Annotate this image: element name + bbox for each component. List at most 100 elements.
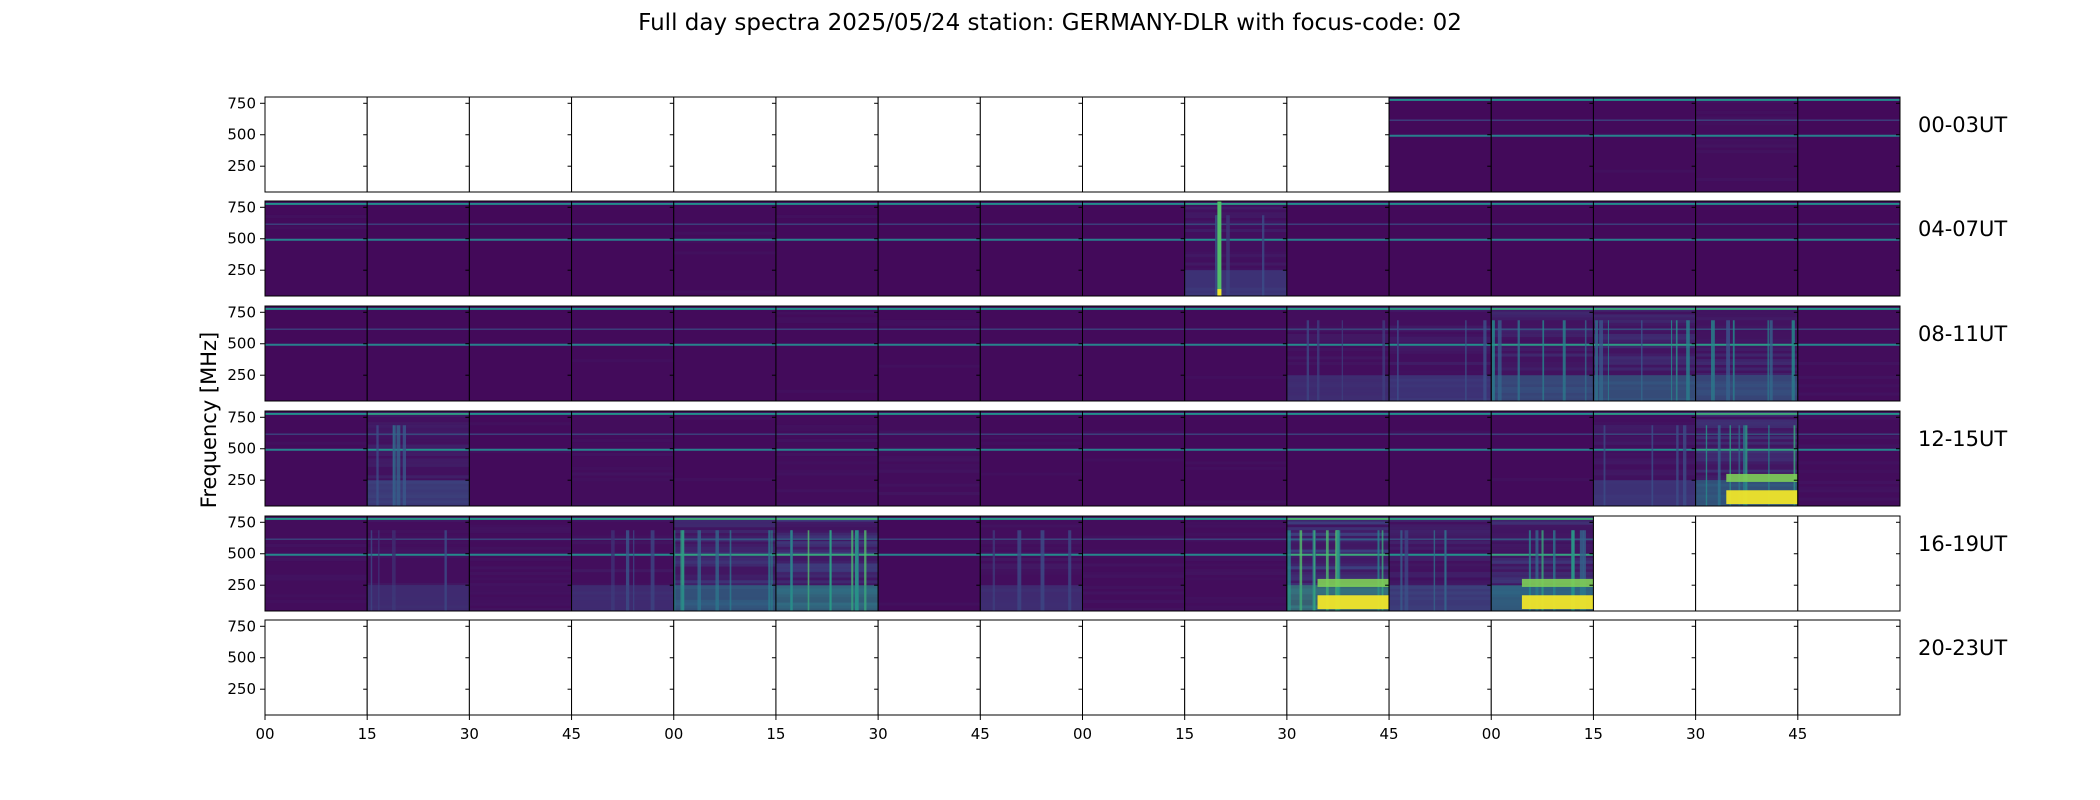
spectrum-band: [878, 464, 981, 468]
emission-line: [1286, 307, 1390, 310]
emission-line: [878, 328, 981, 330]
empty-panel: [571, 97, 674, 192]
spectrum-band: [1797, 436, 1900, 440]
spectrum-band: [367, 529, 470, 534]
spectrum-background: [265, 306, 368, 401]
emission-line: [878, 238, 981, 241]
emission-line: [265, 328, 368, 330]
spectrum-band: [1593, 427, 1696, 431]
spectrum-streak: [1651, 425, 1654, 506]
spectrum-band: [265, 557, 368, 562]
spectrum-band: [1184, 268, 1287, 272]
spectrum-band: [1593, 361, 1696, 365]
emission-line: [673, 517, 776, 520]
emission-line: [1491, 134, 1594, 137]
row-label: 04-07UT: [1918, 217, 2007, 241]
spectrum-band: [1184, 466, 1287, 470]
spectrum-band: [367, 413, 470, 417]
emission-line: [775, 223, 879, 225]
spectra-panel: [1388, 515, 1492, 612]
spectra-panel: [1592, 200, 1697, 297]
emission-line: [1797, 238, 1900, 241]
emission-line: [980, 433, 1083, 435]
emission-line: [878, 433, 981, 435]
emission-line: [775, 412, 879, 415]
spectrum-band: [1491, 361, 1594, 365]
spectra-panel: [1592, 305, 1697, 402]
spectrum-band: [673, 521, 776, 525]
spectra-panel: [979, 410, 1083, 507]
emission-line: [469, 412, 572, 415]
low-frequency-enhancement: [1491, 375, 1594, 401]
spectrum-background: [1797, 201, 1900, 296]
spectra-row-16-19UT: 750 500 250 16-19UT: [227, 513, 2007, 612]
spectrum-band: [1184, 375, 1287, 379]
spectra-panel: [1695, 200, 1799, 297]
emission-line: [775, 553, 879, 556]
spectrum-band: [469, 597, 572, 601]
spectra-panel: [979, 305, 1083, 402]
spectrum-streak: [829, 530, 832, 611]
empty-panel: [265, 620, 368, 715]
emission-line: [1389, 448, 1492, 451]
spectra-panel: [1592, 619, 1697, 716]
emission-line: [673, 328, 776, 330]
emission-line: [1491, 448, 1594, 451]
spectrum-band: [673, 231, 776, 235]
emission-line: [1082, 238, 1185, 241]
spectrum-streak: [1491, 320, 1495, 401]
spectrum-band: [1797, 489, 1900, 493]
emission-line: [469, 433, 572, 435]
spectrum-band: [367, 427, 470, 431]
emission-line: [1797, 412, 1900, 415]
spectrum-band: [1695, 308, 1798, 312]
emission-line: [673, 343, 776, 346]
spectrum-band: [1184, 571, 1287, 575]
emission-line: [1491, 202, 1594, 205]
spectrum-band: [571, 503, 674, 507]
spectrum-band: [1184, 262, 1287, 266]
empty-panel: [980, 620, 1083, 715]
spectrum-band: [1593, 306, 1696, 310]
emission-line: [1389, 134, 1492, 137]
x-tick-label: 00: [1073, 725, 1092, 743]
spectrum-band: [673, 535, 776, 539]
spectrum-band: [1389, 566, 1492, 570]
radio-burst: [1317, 595, 1390, 610]
panel-frame: [1797, 410, 1901, 507]
spectrum-band: [1695, 99, 1798, 103]
emission-line: [469, 517, 572, 520]
spectrum-streak: [1040, 530, 1045, 611]
emission-line: [367, 517, 470, 520]
spectrum-band: [469, 557, 572, 562]
spectrum-band: [1184, 461, 1287, 465]
spectrum-band: [1695, 122, 1798, 126]
spectrum-band: [775, 472, 879, 476]
emission-line: [1491, 307, 1594, 310]
low-frequency-enhancement: [1389, 585, 1492, 611]
spectrum-band: [367, 555, 470, 559]
spectrum-band: [1389, 574, 1492, 578]
spectrum-band: [980, 541, 1083, 545]
emission-line: [1389, 238, 1492, 241]
emission-line: [1184, 412, 1287, 415]
spectra-panel: [1592, 96, 1697, 193]
spectrum-streak: [1396, 320, 1399, 401]
y-tick-label: 750: [227, 94, 256, 112]
x-tick-label: 15: [358, 725, 377, 743]
emission-line: [571, 412, 674, 415]
spectrum-band: [469, 608, 572, 612]
spectrum-band: [1695, 361, 1798, 365]
spectrum-band: [571, 569, 674, 573]
emission-line: [1491, 98, 1594, 101]
spectra-panel: [673, 410, 777, 507]
emission-line: [469, 202, 572, 205]
x-tick-label: 15: [1175, 725, 1194, 743]
spectra-row-00-03UT: 750 500 250 00-03UT: [227, 94, 2007, 193]
spectra-panel: [1490, 96, 1594, 193]
spectrum-band: [775, 563, 879, 567]
empty-panel: [673, 97, 776, 192]
spectrum-band: [1695, 416, 1798, 420]
spectrum-band: [469, 585, 572, 589]
emission-line: [775, 448, 879, 451]
